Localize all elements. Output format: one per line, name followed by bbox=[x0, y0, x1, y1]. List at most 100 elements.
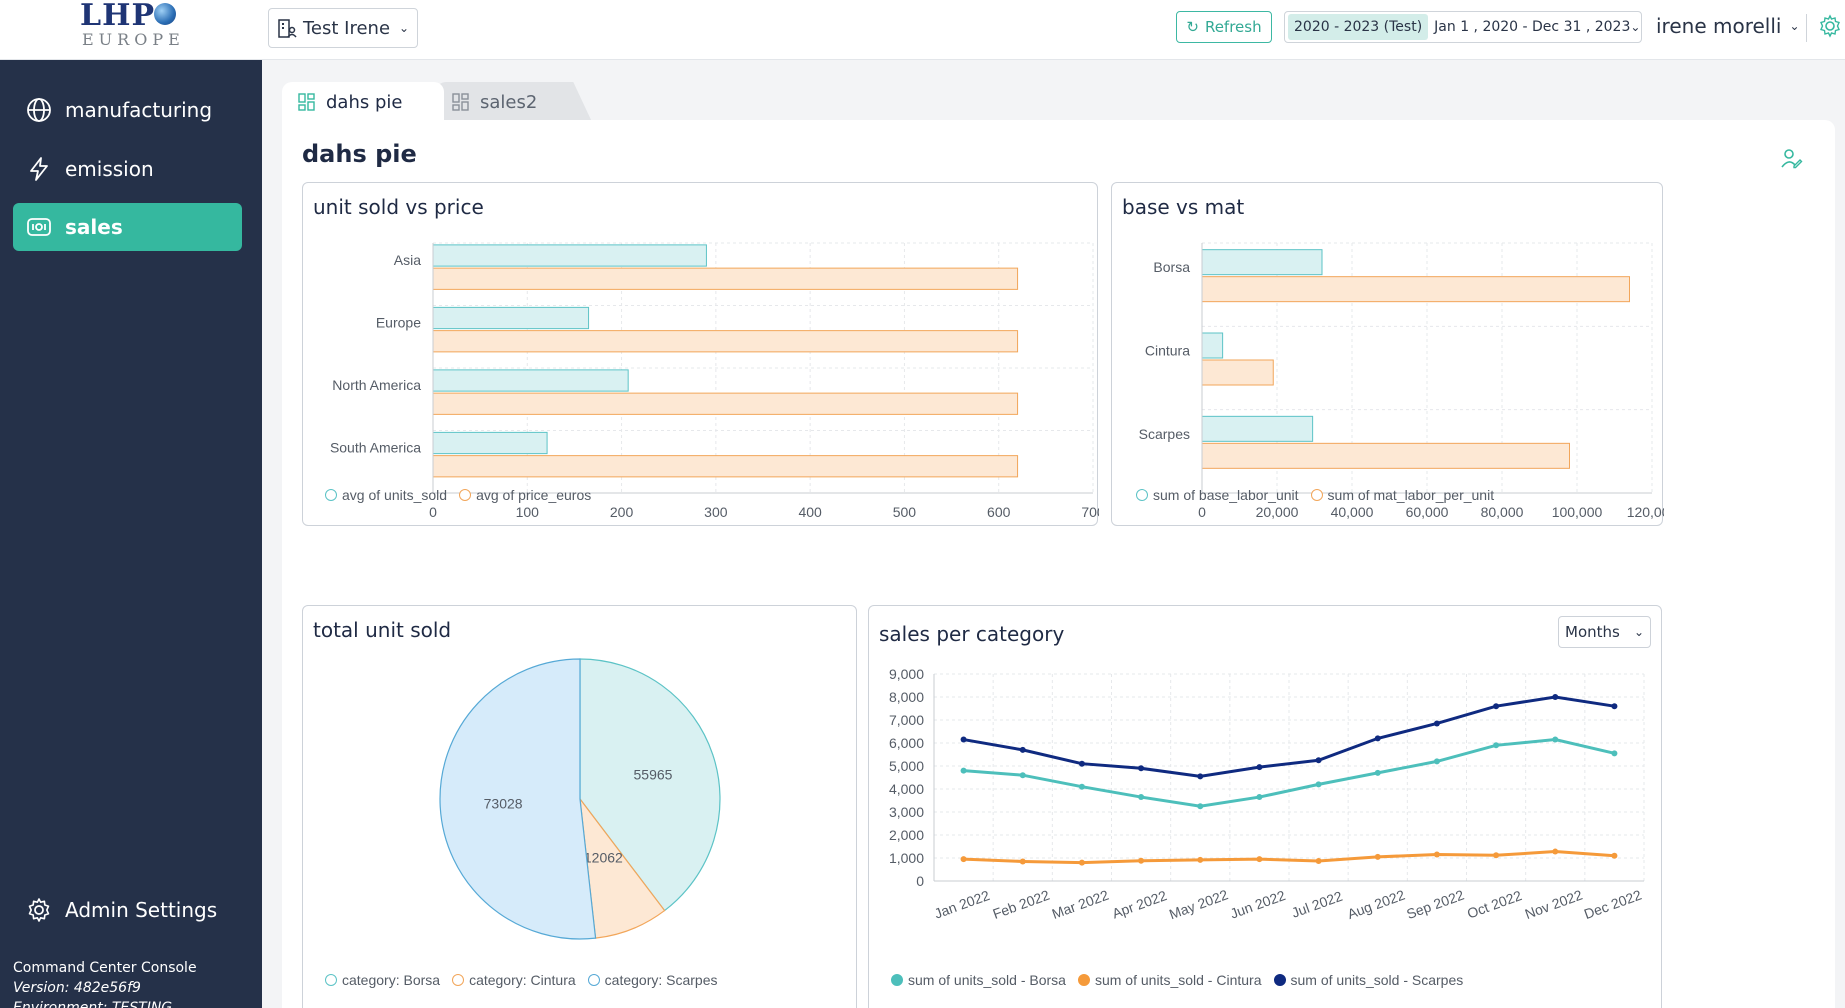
legend-item[interactable]: avg of units_sold bbox=[325, 487, 447, 503]
legend-item[interactable]: category: Borsa bbox=[325, 972, 440, 988]
tab-sales2[interactable]: sales2 bbox=[436, 82, 592, 122]
y-tick-label: 4,000 bbox=[889, 781, 924, 797]
legend-label: sum of mat_labor_per_unit bbox=[1327, 487, 1495, 503]
data-point bbox=[1078, 783, 1085, 790]
legend-item[interactable]: sum of base_labor_unit bbox=[1136, 487, 1299, 503]
data-point bbox=[1493, 852, 1500, 859]
pie-value-label: 73028 bbox=[484, 795, 523, 811]
sidebar-item-manufacturing[interactable]: manufacturing bbox=[13, 86, 242, 134]
bar bbox=[432, 306, 590, 330]
x-tick-label: Oct 2022 bbox=[1465, 887, 1524, 922]
y-tick-label: Cintura bbox=[1145, 343, 1190, 359]
legend-marker bbox=[1077, 974, 1090, 986]
legend-marker bbox=[1310, 489, 1323, 501]
globe-icon bbox=[27, 98, 51, 122]
legend-label: category: Cintura bbox=[469, 972, 576, 988]
refresh-button[interactable]: ↻ Refresh bbox=[1176, 11, 1272, 43]
legend-marker bbox=[325, 974, 337, 986]
chart-legend: sum of units_sold - Borsa sum of units_so… bbox=[891, 972, 1463, 988]
gear-icon bbox=[28, 898, 50, 922]
data-point bbox=[1552, 736, 1559, 743]
company-logo[interactable]: LHP EUROPE bbox=[80, 0, 190, 50]
legend-item[interactable]: avg of price_euros bbox=[459, 487, 591, 503]
bar bbox=[432, 455, 1019, 478]
header-divider bbox=[1806, 14, 1807, 42]
legend-label: sum of base_labor_unit bbox=[1153, 487, 1299, 503]
chart-card-sales-category: sales per category Months ⌄ 0 1,000 2,000 3… bbox=[868, 605, 1662, 1008]
tab-label: dahs pie bbox=[326, 91, 403, 113]
x-tick-label: Jan 2022 bbox=[932, 887, 992, 922]
x-tick-label: 100,000 bbox=[1552, 504, 1603, 520]
chevron-down-icon: ⌄ bbox=[1630, 20, 1641, 34]
series-line bbox=[963, 738, 1615, 808]
data-point bbox=[1019, 772, 1026, 779]
logo-subtext: EUROPE bbox=[82, 30, 185, 49]
settings-gear-icon[interactable] bbox=[1818, 14, 1842, 38]
data-point bbox=[1374, 769, 1381, 776]
pie-value-label: 12062 bbox=[584, 850, 623, 866]
console-info: Command Center Console Version: 482e56f9… bbox=[13, 958, 197, 1008]
legend-item[interactable]: sum of units_sold - Borsa bbox=[891, 972, 1066, 988]
sidebar-item-label: manufacturing bbox=[65, 98, 213, 122]
data-point bbox=[1552, 848, 1559, 855]
bar bbox=[1201, 249, 1323, 276]
chart-title: sales per category bbox=[879, 622, 1065, 646]
sidebar: manufacturing emission sales Admin Setti… bbox=[0, 60, 262, 1008]
sidebar-item-sales[interactable]: sales bbox=[13, 203, 242, 251]
legend-item[interactable]: sum of units_sold - Cintura bbox=[1077, 972, 1262, 988]
pie-slice bbox=[579, 658, 721, 912]
bar bbox=[1201, 332, 1224, 359]
pie-slice bbox=[439, 658, 597, 940]
legend-item[interactable]: category: Scarpes bbox=[587, 972, 718, 988]
legend-item[interactable]: sum of units_sold - Scarpes bbox=[1273, 972, 1463, 988]
building-user-icon bbox=[278, 19, 297, 38]
data-point bbox=[1197, 773, 1204, 780]
x-tick-label: Aug 2022 bbox=[1345, 886, 1407, 922]
bar bbox=[1201, 276, 1630, 303]
pie-value-label: 55965 bbox=[634, 766, 673, 782]
x-tick-label: 200 bbox=[610, 504, 634, 520]
data-point bbox=[1197, 856, 1204, 863]
data-point bbox=[1138, 765, 1145, 772]
organization-select-value: Test Irene bbox=[303, 17, 391, 39]
x-tick-label: 20,000 bbox=[1256, 504, 1299, 520]
data-point bbox=[1374, 735, 1381, 742]
y-tick-label: 5,000 bbox=[889, 758, 924, 774]
chart-card-total-unit: total unit sold 55965 12062 73028 category… bbox=[302, 605, 857, 1008]
x-tick-label: 700 bbox=[1081, 504, 1099, 520]
data-point bbox=[1433, 758, 1440, 765]
x-tick-label: Apr 2022 bbox=[1110, 887, 1169, 922]
data-point bbox=[1256, 794, 1263, 801]
refresh-icon: ↻ bbox=[1186, 18, 1199, 36]
date-range-select[interactable]: 2020 - 2023 (Test) Jan 1 , 2020 - Dec 31… bbox=[1284, 11, 1642, 43]
chevron-down-icon: ⌄ bbox=[398, 21, 409, 35]
x-tick-label: 600 bbox=[987, 504, 1011, 520]
pie-chart-total-unit: 55965 12062 73028 bbox=[439, 658, 721, 940]
legend-label: avg of units_sold bbox=[342, 487, 448, 503]
data-point bbox=[1493, 703, 1500, 710]
x-tick-label: Jul 2022 bbox=[1289, 888, 1344, 921]
sidebar-item-emission[interactable]: emission bbox=[13, 145, 242, 193]
x-tick-label: 40,000 bbox=[1331, 504, 1374, 520]
x-tick-label: Nov 2022 bbox=[1523, 886, 1585, 922]
user-edit-icon[interactable] bbox=[1779, 146, 1803, 170]
y-tick-label: North America bbox=[332, 377, 421, 393]
admin-settings-link[interactable]: Admin Settings bbox=[13, 886, 242, 934]
legend-item[interactable]: sum of mat_labor_per_unit bbox=[1310, 487, 1495, 503]
dashboard-board: dahs pie unit sold vs price 0 100 200 300 40… bbox=[282, 120, 1835, 1008]
bar bbox=[1201, 415, 1314, 442]
console-name: Command Center Console bbox=[13, 960, 197, 976]
globe-logo-icon bbox=[154, 3, 176, 25]
data-point bbox=[1138, 794, 1145, 801]
data-point bbox=[1256, 764, 1263, 771]
period-select[interactable]: Months ⌄ bbox=[1558, 616, 1651, 648]
legend-item[interactable]: category: Cintura bbox=[452, 972, 576, 988]
data-point bbox=[960, 856, 967, 863]
tab-dahs-pie[interactable]: dahs pie bbox=[282, 82, 444, 122]
user-menu[interactable]: irene morelli ⌄ bbox=[1656, 14, 1800, 38]
organization-select[interactable]: Test Irene ⌄ bbox=[268, 8, 418, 48]
legend-marker bbox=[587, 974, 600, 986]
period-select-value: Months bbox=[1565, 623, 1620, 641]
console-environment: Environment: TESTING bbox=[13, 1000, 173, 1008]
bar bbox=[432, 431, 548, 455]
